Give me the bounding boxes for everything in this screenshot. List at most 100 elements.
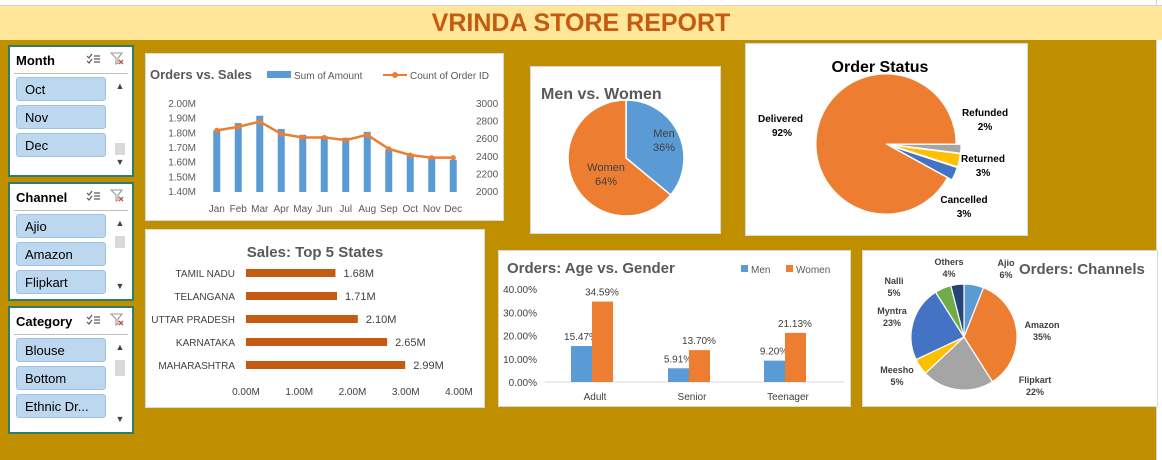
chart-title: Order Status [832,59,929,76]
x-tick: Adult [584,392,607,403]
multi-select-icon[interactable] [86,313,100,331]
y-category: TELANGANA [174,292,235,303]
slice-pct: 35% [1033,332,1051,342]
sales-bar [299,134,307,192]
slicer-title: Channel [16,190,68,205]
slice-label: Cancelled [940,195,987,206]
x-tick: Teenager [767,392,809,403]
grid-line [1156,0,1157,460]
slice-label: Men [653,128,674,140]
pie-slice [567,99,672,217]
y-right-tick: 2000 [476,187,499,198]
y-left-tick: 1.60M [168,158,196,169]
slicer-item[interactable]: Blouse [16,338,106,362]
scroll-up-icon[interactable]: ▲ [115,218,125,228]
slice-pct: 92% [772,128,792,139]
bar-value-label: 5.91% [664,354,692,365]
chart-title: Orders: Channels [1019,261,1145,278]
category-slicer[interactable]: Category Blouse Bottom Ethnic Dr... ▲ ▼ [8,306,134,434]
clear-filter-icon[interactable] [109,189,124,207]
clear-filter-icon[interactable] [109,52,124,70]
slicer-item[interactable]: Dec [16,133,106,157]
slice-pct: 6% [999,270,1012,280]
sales-bar [449,159,457,192]
age-gender-bar [689,350,710,382]
age-gender-bar [785,332,806,382]
slicer-item[interactable]: Nov [16,105,106,129]
slice-label: Flipkart [1019,375,1052,385]
slicer-item[interactable]: Flipkart [16,270,106,294]
y-left-tick: 1.90M [168,114,196,125]
scroll-thumb[interactable] [115,143,125,155]
x-tick: Dec [444,204,462,215]
month-slicer[interactable]: Month Oct Nov Dec ▲ ▼ [8,45,134,177]
slicer-item[interactable]: Ethnic Dr... [16,394,106,418]
slicer-item[interactable]: Ajio [16,214,106,238]
orders-marker [214,127,220,133]
chart-title: Men vs. Women [541,86,662,103]
order-status-chart: Order Status Delivered 92% Refunded 2% Return… [745,43,1028,236]
y-tick: 20.00% [503,332,537,343]
slicer-item[interactable]: Bottom [16,366,106,390]
x-tick: Mar [251,204,269,215]
pie-slice [890,144,961,168]
slicer-item[interactable]: Amazon [16,242,106,266]
bar-value-label: 2.99M [413,360,444,372]
scroll-thumb[interactable] [115,236,125,248]
orders-marker [364,132,370,138]
legend-marker-orders [392,72,398,78]
y-category: TAMIL NADU [176,269,235,280]
y-category: MAHARASHTRA [158,361,235,372]
slicer-scrollbar[interactable]: ▲ ▼ [114,218,126,291]
y-tick: 40.00% [503,285,537,296]
orders-line [216,120,454,159]
men-vs-women-chart: Men vs. Women Men 36% Women 64% [530,66,721,234]
report-banner: VRINDA STORE REPORT [0,6,1162,40]
y-category: KARNATAKA [176,338,235,349]
state-bar [246,269,336,277]
slicer-scrollbar[interactable]: ▲ ▼ [114,81,126,167]
scroll-down-icon[interactable]: ▼ [115,414,125,424]
y-right-tick: 3000 [476,99,499,110]
orders-marker [321,134,327,141]
y-tick: 10.00% [503,355,537,366]
state-bar [246,338,388,346]
multi-select-icon[interactable] [86,189,100,207]
scroll-up-icon[interactable]: ▲ [115,342,125,352]
scroll-thumb[interactable] [115,360,125,376]
sales-bar [342,137,350,192]
sales-bar [363,131,371,192]
slice-label: Ajio [998,258,1016,268]
scroll-down-icon[interactable]: ▼ [115,281,125,291]
state-bar [246,315,358,323]
x-tick: Apr [273,204,289,215]
slicer-scrollbar[interactable]: ▲ ▼ [114,342,126,424]
slicer-item[interactable]: Oct [16,77,106,101]
x-tick: May [293,204,312,215]
scroll-down-icon[interactable]: ▼ [115,157,125,167]
slicer-title: Month [16,53,55,68]
slice-pct: 5% [887,288,900,298]
scroll-up-icon[interactable]: ▲ [115,81,125,91]
bar-value-label: 9.20% [760,347,788,358]
y-right-tick: 2800 [476,117,499,128]
x-tick: Senior [678,392,708,403]
multi-select-icon[interactable] [86,52,100,70]
chart-title: Sales: Top 5 States [247,244,383,261]
y-right-tick: 2400 [476,152,499,163]
slice-label: Others [934,257,963,267]
x-tick: Jul [339,204,352,215]
orders-marker [278,131,284,137]
legend-label: Count of Order ID [410,71,489,82]
bar-value-label: 2.10M [366,314,397,326]
legend-label: Women [796,265,830,276]
top-states-plot: Sales: Top 5 States TAMIL NADU 1.68M TELANG… [151,244,473,398]
orders-vs-sales-chart: Orders vs. Sales Sum of Amount Count of Or… [145,53,504,221]
legend-swatch-men [741,265,748,272]
bar-value-label: 13.70% [682,336,716,347]
clear-filter-icon[interactable] [109,313,124,331]
legend-swatch-amount [267,71,291,78]
report-title: VRINDA STORE REPORT [431,8,731,37]
channel-slicer[interactable]: Channel Ajio Amazon Flipkart ▲ ▼ [8,182,134,301]
